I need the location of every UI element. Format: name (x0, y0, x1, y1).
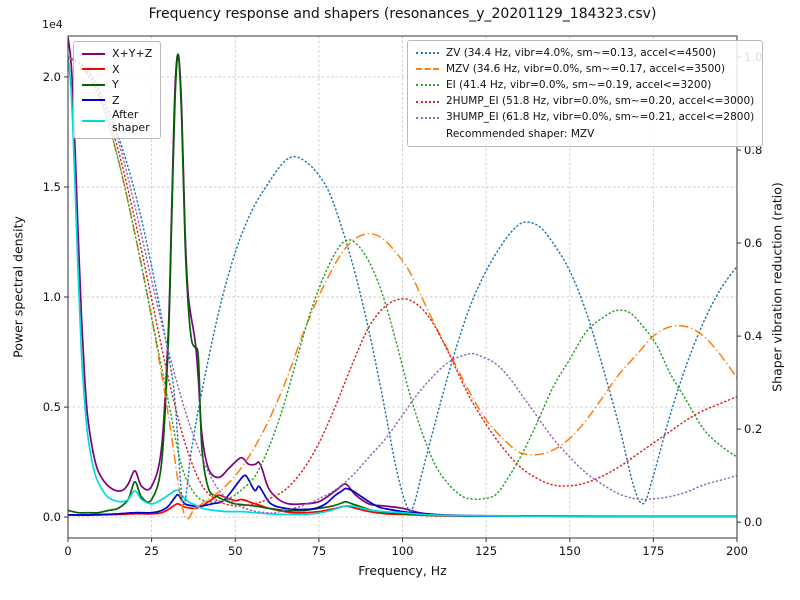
legend-entry-recommendation: Recommended shaper: MZV (416, 126, 754, 142)
y-tick-label-right: 0.4 (744, 329, 762, 343)
series-2hump_ei (68, 56, 737, 508)
psd-legend: X+Y+Z X Y Z After shaper (73, 41, 162, 139)
x-tick-label: 25 (144, 544, 159, 558)
legend-label-x: X (112, 62, 120, 76)
series-3hump_ei (68, 56, 737, 515)
y-tick-label-right: 0.2 (744, 422, 762, 436)
line-swatch-y (82, 83, 105, 86)
legend-entry-2hump-ei: 2HUMP_EI (51.8 Hz, vibr=0.0%, sm~=0.20, … (416, 94, 754, 110)
legend-label-zv: ZV (34.4 Hz, vibr=4.0%, sm~=0.13, accel<… (446, 46, 716, 59)
legend-entry-z: Z (82, 93, 152, 109)
legend-label-2hump-ei: 2HUMP_EI (51.8 Hz, vibr=0.0%, sm~=0.20, … (446, 95, 755, 108)
x-tick-label: 50 (228, 544, 243, 558)
legend-entry-3hump-ei: 3HUMP_EI (61.8 Hz, vibr=0.0%, sm~=0.21, … (416, 110, 754, 126)
x-axis-label: Frequency, Hz (358, 563, 447, 578)
legend-label-xyz: X+Y+Z (112, 47, 153, 61)
y-tick-label-left: 1.0 (43, 290, 61, 304)
x-tick-label: 200 (726, 544, 748, 558)
legend-entry-x: X (82, 62, 152, 78)
series-x (68, 494, 737, 518)
legend-label-3hump-ei: 3HUMP_EI (61.8 Hz, vibr=0.0%, sm~=0.21, … (446, 111, 755, 124)
legend-entry-y: Y (82, 77, 152, 93)
legend-label-after-shaper: After shaper (112, 108, 150, 134)
chart-title: Frequency response and shapers (resonanc… (148, 6, 657, 22)
legend-entry-xyz: X+Y+Z (82, 46, 152, 62)
legend-label-y: Y (112, 78, 119, 92)
line-swatch-ei (416, 84, 439, 87)
legend-label-z: Z (112, 93, 120, 107)
legend-entry-zv: ZV (34.4 Hz, vibr=4.0%, sm~=0.13, accel<… (416, 45, 754, 61)
y-tick-label-left: 2.0 (43, 70, 61, 84)
recommended-shaper-text: Recommended shaper: MZV (446, 127, 595, 140)
x-tick-label: 100 (392, 544, 414, 558)
line-swatch-mzv (416, 68, 439, 71)
y-axis-offset-label: 1e4 (42, 18, 63, 31)
shaper-legend: ZV (34.4 Hz, vibr=4.0%, sm~=0.13, accel<… (407, 40, 764, 148)
x-tick-label: 175 (642, 544, 664, 558)
x-tick-label: 125 (475, 544, 497, 558)
legend-entry-ei: EI (41.4 Hz, vibr=0.0%, sm~=0.19, accel<… (416, 77, 754, 93)
line-swatch-z (82, 99, 105, 102)
y-tick-label-left: 0.0 (43, 510, 61, 524)
line-swatch-zv (416, 52, 439, 55)
y-tick-label-left: 1.5 (43, 180, 61, 194)
legend-label-ei: EI (41.4 Hz, vibr=0.0%, sm~=0.19, accel<… (446, 78, 712, 91)
line-swatch-after-shaper (82, 120, 105, 122)
series-ei (68, 56, 737, 503)
x-tick-label: 150 (559, 544, 581, 558)
series-zv (68, 56, 737, 512)
legend-entry-after-shaper: After shaper (82, 108, 152, 134)
legend-entry-mzv: MZV (34.6 Hz, vibr=0.0%, sm~=0.17, accel… (416, 61, 754, 77)
series-z (68, 474, 737, 518)
line-swatch-xyz (82, 52, 105, 55)
legend-label-mzv: MZV (34.6 Hz, vibr=0.0%, sm~=0.17, accel… (446, 62, 726, 75)
x-tick-label: 0 (64, 544, 71, 558)
y-tick-label-right: 0.6 (744, 236, 762, 250)
line-swatch-3hump-ei (416, 116, 439, 119)
line-swatch-2hump-ei (416, 100, 439, 103)
line-swatch-x (82, 68, 105, 71)
x-tick-label: 75 (312, 544, 327, 558)
y-tick-label-left: 0.5 (43, 400, 61, 414)
series-mzv (68, 56, 737, 520)
y-tick-label-right: 0.0 (744, 515, 762, 529)
